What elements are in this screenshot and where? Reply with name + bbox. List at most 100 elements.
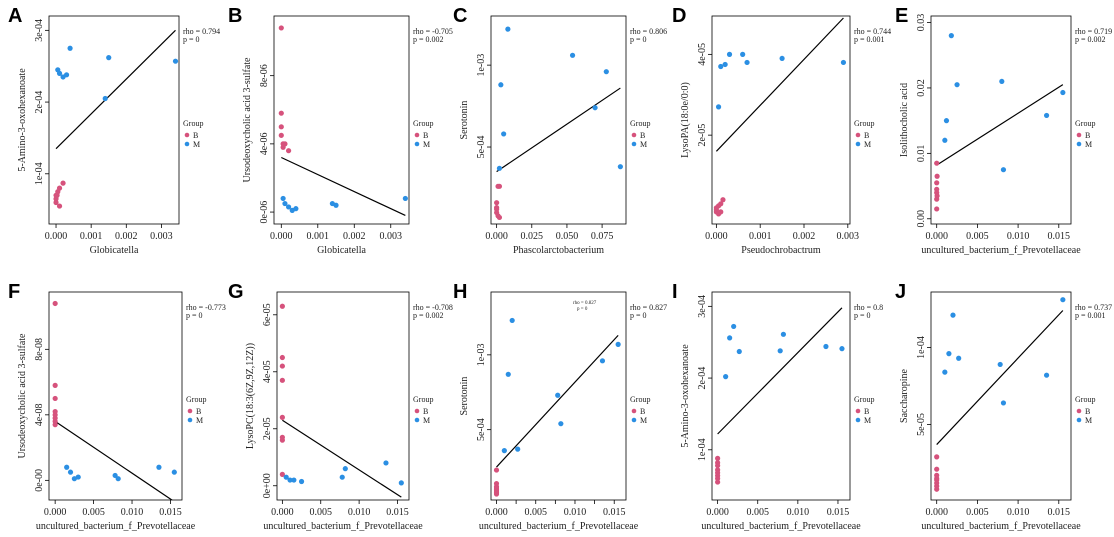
point-group-m xyxy=(1000,400,1007,406)
x-tick-label: 0.010 xyxy=(787,507,810,518)
p-value: p = 0.002 xyxy=(413,35,444,44)
point-group-m xyxy=(63,72,70,78)
panel-c: C 0.000 0.025 0.050 0.075 5e-04 1e-03 Phascolar… xyxy=(453,5,667,256)
y-tick-label: 2e-05 xyxy=(697,124,708,147)
rho-value: rho = -0.708 xyxy=(413,303,453,312)
y-tick-label: 0.02 xyxy=(916,79,927,97)
point-group-m xyxy=(954,82,960,88)
x-tick-label: 0.002 xyxy=(793,231,816,242)
rho-value: rho = 0.794 xyxy=(183,27,220,36)
fit-line xyxy=(717,307,843,435)
fit-line xyxy=(282,419,402,498)
panel-letter: J xyxy=(895,281,906,303)
x-tick-label: 0.010 xyxy=(1007,231,1030,242)
x-tick-label: 0.015 xyxy=(1048,507,1071,518)
point-group-m xyxy=(64,464,70,470)
point-group-b xyxy=(60,180,66,186)
x-tick-label: 0.002 xyxy=(115,231,138,242)
point-group-m xyxy=(617,164,623,170)
x-tick-label: 0.010 xyxy=(1007,507,1030,518)
point-group-m xyxy=(283,474,289,480)
plot-frame xyxy=(490,15,627,225)
rho-value: rho = 0.744 xyxy=(854,27,891,36)
point-group-m xyxy=(67,469,74,475)
legend-swatch-m xyxy=(187,417,193,423)
y-axis-label: Serotonin xyxy=(459,377,470,416)
legend-swatch-b xyxy=(855,408,861,414)
y-tick-label: 1e-04 xyxy=(916,336,927,359)
point-group-m xyxy=(780,331,787,337)
x-tick-label: 0.000 xyxy=(45,231,68,242)
y-tick-label: 4e-05 xyxy=(262,360,273,383)
legend-swatch-m xyxy=(631,417,637,423)
point-group-m xyxy=(740,51,746,57)
x-axis-label: uncultured_bacterium_f_Prevotellaceae xyxy=(921,245,1081,256)
point-group-b xyxy=(279,414,285,420)
x-tick-label: 0.000 xyxy=(270,231,293,242)
y-tick-label: 4e-08 xyxy=(34,403,45,426)
x-tick-label: 0.010 xyxy=(348,507,371,518)
point-group-b xyxy=(279,354,285,361)
x-tick-label: 0.001 xyxy=(307,231,330,242)
point-group-b xyxy=(53,199,59,206)
point-group-m xyxy=(287,477,293,483)
y-tick-label: 8e-06 xyxy=(259,64,270,87)
y-axis-label: Serotonin xyxy=(459,101,470,140)
point-group-m xyxy=(75,474,81,480)
x-tick-label: 0.010 xyxy=(564,507,587,518)
y-axis-label: Isolithocholic acid xyxy=(899,83,910,157)
legend-label-m: M xyxy=(1085,140,1092,149)
point-group-b xyxy=(56,185,63,191)
p-value: p = 0 xyxy=(186,311,203,320)
point-group-b xyxy=(934,173,940,179)
legend-label-m: M xyxy=(864,416,871,425)
point-group-b xyxy=(493,485,500,491)
y-tick-label: 5e-04 xyxy=(476,418,487,441)
x-tick-label: 0.000 xyxy=(705,231,728,242)
point-group-m xyxy=(515,446,521,452)
rho-value: rho = -0.705 xyxy=(413,27,453,36)
point-group-m xyxy=(592,105,598,111)
plot-frame xyxy=(930,291,1072,501)
point-group-b xyxy=(496,183,503,189)
point-group-b xyxy=(934,475,940,482)
fit-line xyxy=(55,29,176,150)
inset-p: p = 0 xyxy=(577,307,588,312)
p-value: p = 0.002 xyxy=(413,311,444,320)
legend-label-b: B xyxy=(640,407,645,416)
x-tick-label: 0.015 xyxy=(603,507,626,518)
x-tick-label: 0.005 xyxy=(966,507,989,518)
y-tick-label: 2e-04 xyxy=(697,367,708,390)
legend-title: Group xyxy=(413,395,433,404)
x-tick-label: 0.003 xyxy=(380,231,403,242)
point-group-b xyxy=(715,475,721,482)
x-tick-label: 0.000 xyxy=(925,231,948,242)
point-group-m xyxy=(115,476,121,482)
point-group-m xyxy=(727,335,733,341)
rho-value: rho = -0.773 xyxy=(186,303,226,312)
fit-line xyxy=(496,87,621,173)
plot-frame xyxy=(711,291,851,501)
panel-d: D 0.000 0.001 0.002 0.003 2e-05 4e-05 Pseudochr… xyxy=(672,5,891,256)
point-group-m xyxy=(171,469,177,475)
point-group-b xyxy=(279,303,285,309)
x-tick-label: 0.000 xyxy=(485,507,508,518)
legend-label-m: M xyxy=(423,140,430,149)
rho-value: rho = 0.8 xyxy=(854,303,883,312)
x-tick-label: 0.000 xyxy=(706,507,729,518)
x-tick-label: 0.005 xyxy=(966,231,989,242)
panel-h: H 0.000 0.005 0.010 0.015 5e-04 1e-03 unculture… xyxy=(453,281,667,532)
point-group-m xyxy=(498,82,504,88)
point-group-m xyxy=(718,63,724,70)
point-group-m xyxy=(823,343,829,350)
y-tick-label: 8e-08 xyxy=(34,338,45,361)
x-axis-label: Globicatella xyxy=(317,245,366,256)
y-axis-label: Ursodeoxycholic acid 3-sulfate xyxy=(17,333,28,459)
legend-label-b: B xyxy=(196,407,201,416)
x-tick-label: 0.005 xyxy=(524,507,547,518)
point-group-m xyxy=(744,59,750,66)
inset-rho: rho = 0.827 xyxy=(573,301,597,306)
x-tick-label: 0.001 xyxy=(749,231,772,242)
plot-frame xyxy=(273,15,410,225)
y-tick-label: 2e-05 xyxy=(262,417,273,440)
